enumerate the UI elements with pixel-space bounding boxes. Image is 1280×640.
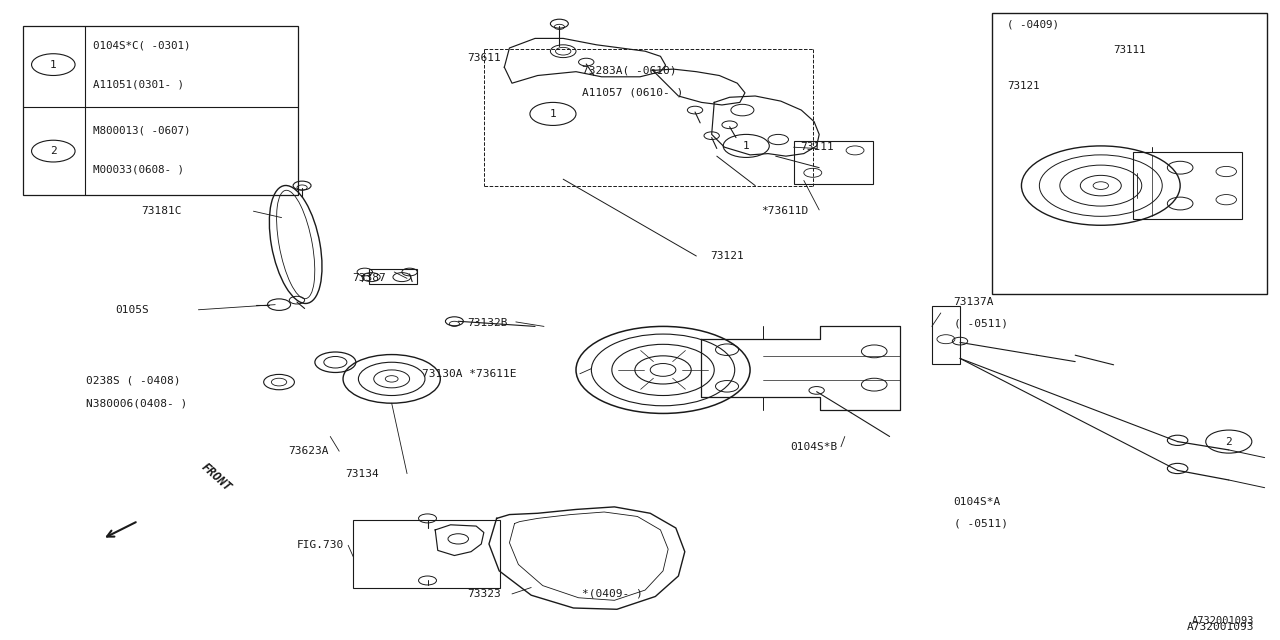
Text: 0104S*A: 0104S*A xyxy=(954,497,1001,508)
Bar xyxy=(932,306,960,364)
Text: 0105S: 0105S xyxy=(115,305,148,315)
Text: *(0409- ): *(0409- ) xyxy=(582,589,643,599)
Text: 0104S*B: 0104S*B xyxy=(790,442,837,452)
Bar xyxy=(353,520,500,588)
Text: 73111: 73111 xyxy=(800,142,833,152)
Text: 73283A( -0610): 73283A( -0610) xyxy=(582,65,677,76)
Text: 0238S ( -0408): 0238S ( -0408) xyxy=(86,376,180,386)
Text: A11051(0301- ): A11051(0301- ) xyxy=(92,80,183,90)
Text: ( -0409): ( -0409) xyxy=(1007,19,1060,29)
Text: A732001093: A732001093 xyxy=(1187,622,1254,632)
Bar xyxy=(369,269,417,284)
Text: 73181C: 73181C xyxy=(141,206,182,216)
Text: 73130A *73611E: 73130A *73611E xyxy=(422,369,517,379)
Text: N380006(0408- ): N380006(0408- ) xyxy=(86,398,187,408)
Text: 73111: 73111 xyxy=(1114,45,1146,55)
Text: 73121: 73121 xyxy=(710,251,744,261)
Text: 73611: 73611 xyxy=(467,52,500,63)
Text: 73134: 73134 xyxy=(346,468,379,479)
Text: 2: 2 xyxy=(50,146,56,156)
Text: 2: 2 xyxy=(1225,436,1233,447)
Text: 1: 1 xyxy=(742,141,750,151)
Bar xyxy=(1133,152,1242,219)
Text: 73121: 73121 xyxy=(1007,81,1039,92)
Bar xyxy=(23,26,298,195)
Bar xyxy=(992,13,1267,294)
Text: M800013( -0607): M800013( -0607) xyxy=(92,125,191,136)
Text: ( -0511): ( -0511) xyxy=(954,518,1007,529)
Text: FRONT: FRONT xyxy=(198,461,233,494)
Circle shape xyxy=(550,45,576,58)
Text: ( -0511): ( -0511) xyxy=(954,318,1007,328)
Text: A11057 (0610- ): A11057 (0610- ) xyxy=(582,88,684,98)
Text: 73387: 73387 xyxy=(352,273,385,284)
Text: 0104S*C( -0301): 0104S*C( -0301) xyxy=(92,41,191,51)
Text: 73323: 73323 xyxy=(467,589,500,599)
Text: 73137A: 73137A xyxy=(954,297,995,307)
Text: 1: 1 xyxy=(549,109,557,119)
Bar xyxy=(794,141,873,184)
Text: 73132B: 73132B xyxy=(467,318,508,328)
Text: M00033(0608- ): M00033(0608- ) xyxy=(92,164,183,175)
Text: FIG.730: FIG.730 xyxy=(297,540,344,550)
Text: 73623A: 73623A xyxy=(288,446,329,456)
Text: *73611D: *73611D xyxy=(762,206,809,216)
Text: 1: 1 xyxy=(50,60,56,70)
Text: A732001093: A732001093 xyxy=(1192,616,1254,626)
